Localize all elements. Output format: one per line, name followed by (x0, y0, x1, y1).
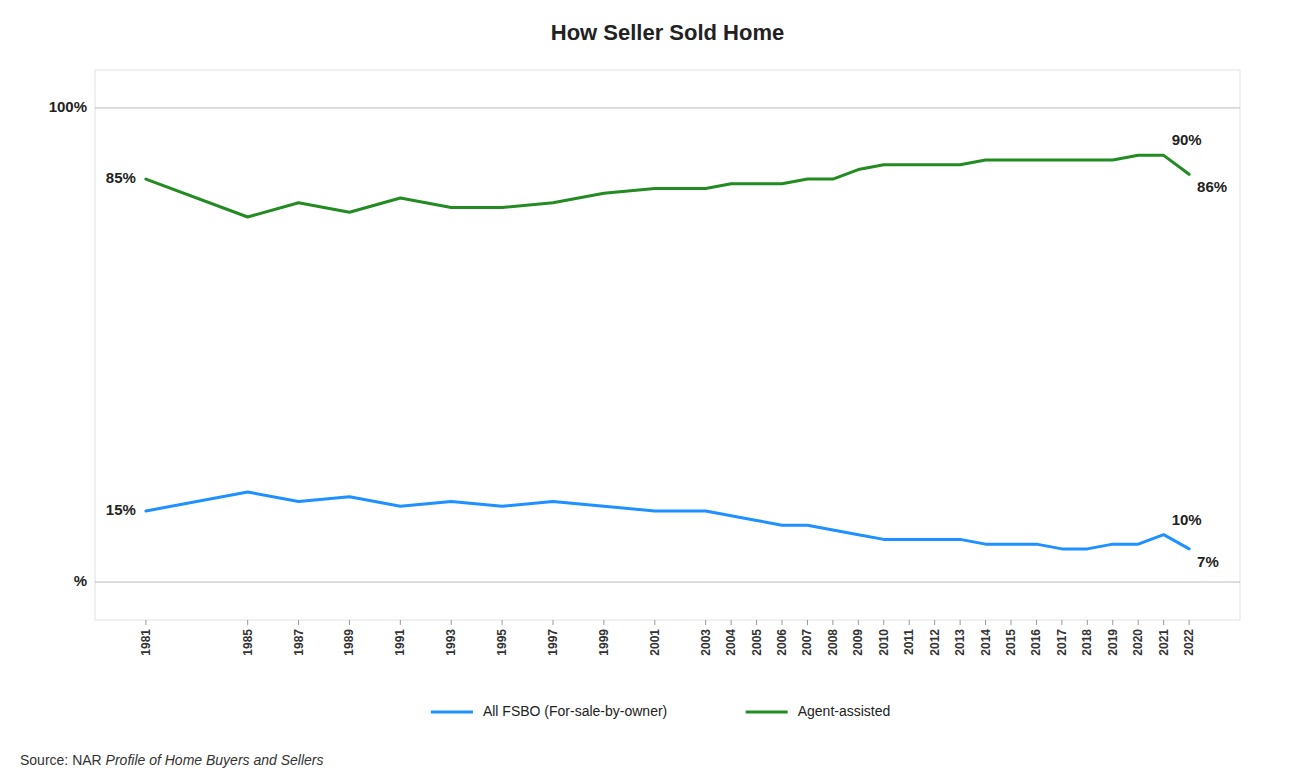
legend-label: All FSBO (For-sale-by-owner) (483, 703, 667, 719)
x-tick-label: 2001 (648, 629, 662, 656)
x-tick (731, 620, 732, 625)
legend-swatch (746, 711, 788, 714)
x-tick-label: 2009 (851, 629, 865, 656)
title: How Seller Sold Home (551, 20, 785, 45)
y-tick-label: 100% (49, 98, 87, 115)
x-tick-label: 2018 (1080, 629, 1094, 656)
legend-label: Agent-assisted (798, 703, 891, 719)
grid-line (95, 582, 1240, 583)
x-tick (603, 620, 604, 625)
x-tick (400, 620, 401, 625)
x-tick-label: 2004 (724, 629, 738, 656)
x-tick (654, 620, 655, 625)
x-tick (145, 620, 146, 625)
series-line (146, 492, 1189, 549)
x-tick-label: 2008 (826, 629, 840, 656)
x-tick (858, 620, 859, 625)
annotation: 85% (106, 169, 136, 186)
chart: How Seller Sold Home 100%% 1981 1985 1987 198… (0, 0, 1300, 779)
source-part: Source: NAR (20, 752, 106, 768)
x-tick (985, 620, 986, 625)
legend-swatch (431, 711, 473, 714)
x-tick (247, 620, 248, 625)
x-tick-label: 1985 (241, 629, 255, 656)
x-tick-label: 2011 (902, 629, 916, 655)
x-tick-label: 1987 (292, 629, 306, 656)
x-tick-label: 1981 (139, 629, 153, 656)
x-tick-label: 2019 (1106, 629, 1120, 656)
x-tick (1087, 620, 1088, 625)
x-tick-label: 2021 (1157, 629, 1171, 656)
x-tick-label: 2012 (928, 629, 942, 656)
x-tick-label: 2007 (800, 629, 814, 656)
x-tick (1036, 620, 1037, 625)
x-tick (705, 620, 706, 625)
x-tick (756, 620, 757, 625)
x-tick (909, 620, 910, 625)
x-tick (1138, 620, 1139, 625)
x-tick (1112, 620, 1113, 625)
plot-frame (95, 70, 1240, 620)
x-tick (349, 620, 350, 625)
x-tick-label: 1999 (597, 629, 611, 656)
source: Source: NAR Profile of Home Buyers and S… (20, 752, 323, 768)
annotation: 15% (106, 501, 136, 518)
x-tick (883, 620, 884, 625)
legend: All FSBO (For-sale-by-owner) Agent-assist… (431, 703, 890, 719)
source-part: Profile of Home Buyers and Sellers (106, 752, 324, 768)
x-tick-label: 2013 (953, 629, 967, 656)
annotation: 10% (1172, 511, 1202, 528)
x-tick-label: 1991 (393, 629, 407, 656)
x-tick (451, 620, 452, 625)
annotation: 90% (1172, 131, 1202, 148)
grid-line (95, 107, 1240, 108)
x-tick-label: 2010 (877, 629, 891, 656)
x-tick-label: 2020 (1131, 629, 1145, 656)
x-tick-label: 2017 (1055, 629, 1069, 656)
x-tick (502, 620, 503, 625)
x-tick-label: 1997 (546, 629, 560, 656)
x-tick (553, 620, 554, 625)
x-tick (832, 620, 833, 625)
x-tick (934, 620, 935, 625)
x-tick-label: 2015 (1004, 629, 1018, 656)
x-tick-label: 2022 (1182, 629, 1196, 656)
x-tick-label: 2005 (750, 629, 764, 656)
x-tick (298, 620, 299, 625)
x-tick (782, 620, 783, 625)
x-tick-label: 2016 (1029, 629, 1043, 656)
x-tick-label: 1989 (342, 629, 356, 656)
y-tick-label: % (74, 572, 87, 589)
lines (146, 155, 1189, 549)
x-tick-label: 2006 (775, 629, 789, 656)
series-line (146, 155, 1189, 217)
x-tick-label: 2014 (979, 629, 993, 656)
x-tick (1163, 620, 1164, 625)
x-tick (807, 620, 808, 625)
x-tick (1061, 620, 1062, 625)
x-tick-label: 1995 (495, 629, 509, 656)
x-tick (1011, 620, 1012, 625)
x-tick-label: 2003 (699, 629, 713, 656)
x-tick (1189, 620, 1190, 625)
annotation: 7% (1197, 553, 1219, 570)
x-tick-label: 1993 (444, 629, 458, 656)
x-tick (960, 620, 961, 625)
annotation: 86% (1197, 178, 1227, 195)
